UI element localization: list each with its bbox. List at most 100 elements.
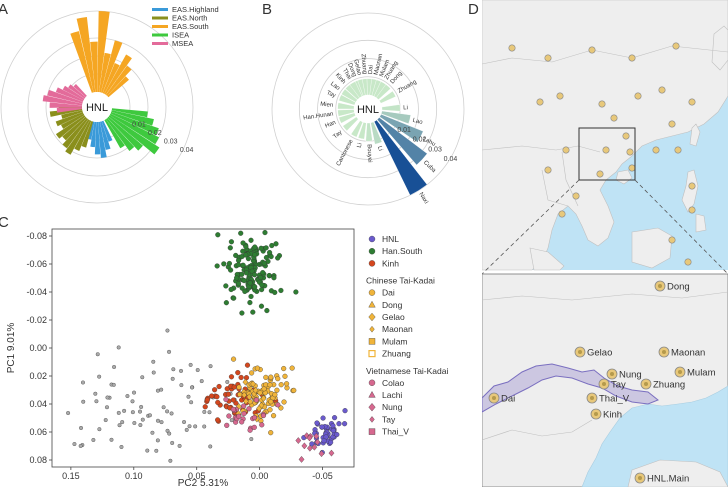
panel-a-bar [62,85,85,101]
panel-c-point-background [161,405,166,410]
panel-c-point-dai [236,384,242,390]
panel-b-bar-label: Gelao [352,59,362,77]
panel-b-radial-tick-label: 0.02 [413,137,427,144]
panel-c-point-kinh [243,375,250,381]
panel-b-bar-label: Maonan [374,53,385,75]
panel-c-point-nung [295,437,302,444]
panel-a-bar [73,83,87,98]
panel-c-point-han-south [234,275,240,281]
panel-c-point-background [193,424,198,429]
panel-c-point-han-south [238,230,244,236]
panel-b-bar-label: Tay [326,90,337,99]
panel-b-ring-2 [317,58,419,160]
panel-a-bar [70,31,94,93]
panel-c-point-han-south [243,270,250,276]
map-marker [598,100,606,108]
panel-c-point-han-south [226,260,232,267]
panel-c-y-tick-label: 0.08 [29,455,47,465]
panel-c-point-background [168,458,173,463]
panel-c-point-background [78,443,83,448]
panel-c-point-gelao [243,397,249,405]
panel-c-x-tick-label: -0.05 [312,471,333,481]
panel-c-point-dai [268,399,274,405]
panel-b-bar-label: Han [324,120,336,130]
panel-c-y-tick-label: 0.02 [29,371,47,381]
panel-c-point-han-south [293,289,299,295]
panel-c-point-background [202,409,207,414]
panel-a-bar [107,116,143,151]
map-marker [652,146,660,154]
panel-b-bar-label: Dai [368,65,375,74]
panel-c-point-background [130,410,135,415]
panel-c-point-gelao [242,378,249,386]
panel-c-point-colao [239,419,245,425]
panel-c-legend-label: Colao [382,378,404,388]
map-marker [610,114,618,122]
panel-c-point-background [147,413,152,418]
panel-a-bar [108,115,160,155]
panel-c-point-kinh [215,417,221,423]
map-zoom-line-left [482,179,580,275]
panel-a-legend-swatch [152,42,168,45]
panel-c-point-background [119,445,124,449]
panel-a-radial-ticks: 0.010.020.030.04 [132,121,193,153]
panel-b-bars [337,78,428,196]
panel-b-bar-label: Lao [412,118,424,126]
panel-c-legend-label: HNL [382,234,399,244]
panel-c-point-han-south [263,245,269,251]
panel-c-point-background [167,349,172,354]
panel-c-point-background [116,410,121,415]
panel-a-legend-swatch [152,16,168,20]
panel-c-point-han-south [252,252,258,258]
panel-c-legend-marker [368,300,376,308]
panel-c-point-colao [259,422,265,428]
panel-a-bar [101,120,113,142]
map-marker [544,54,552,62]
panel-c-point-dai [254,365,261,371]
panel-c-point-kinh [214,394,220,400]
panel-c-x-axis-label: PC2 5.31% [178,478,229,487]
panel-c-plot-frame [51,228,355,468]
panel-c-point-han-south [243,244,249,250]
panel-a-legend-label: EAS.Highland [172,5,219,14]
panel-c-point-background [72,442,77,447]
panel-c-point-background [95,352,100,357]
panel-a-bar [111,108,148,118]
panel-c-point-han-south [243,252,249,258]
panel-c-legend-marker [368,428,376,435]
panel-c-legend-label: Maonan [382,324,413,334]
panel-c-point-background [156,418,160,423]
panel-b-bar-label: Dong [346,62,357,78]
panel-c-y-tick-label: 0.06 [29,427,47,437]
panel-c-point-background [117,423,122,428]
panel-c-point-han-south [248,293,254,300]
panel-c-point-dai [257,390,263,396]
inset-marker-dot [492,396,496,400]
panel-c-point-dai [278,382,284,388]
panel-b-bar-label: Mien [320,102,334,109]
map-marker [508,44,516,52]
map-marker [674,146,682,154]
panel-c-x-ticks: 0.15 0.10 0.05 0.00 -0.05 [62,467,333,481]
panel-c-point-dai [278,405,284,411]
panel-c-point-dai [291,387,297,393]
panel-a-bar [109,113,160,145]
map-marker [684,258,692,266]
panel-c-point-kinh [212,387,218,393]
panel-a-bar [65,119,90,155]
panel-b-bar-label: Han.Hunan [303,111,334,121]
panel-c-point-background [159,387,164,392]
inset-label: HNL.Main [647,474,689,485]
panel-c-point-han-south [250,309,256,315]
map-land-japan [711,25,728,71]
panel-c-point-background [125,394,130,399]
panel-c-point-kinh [228,374,235,380]
panel-c-legend-marker [368,379,376,386]
panel-label-a: A [0,1,9,18]
panel-c-point-background [165,328,170,333]
panel-a-bar [55,111,84,127]
panel-c-point-dai [247,399,253,405]
